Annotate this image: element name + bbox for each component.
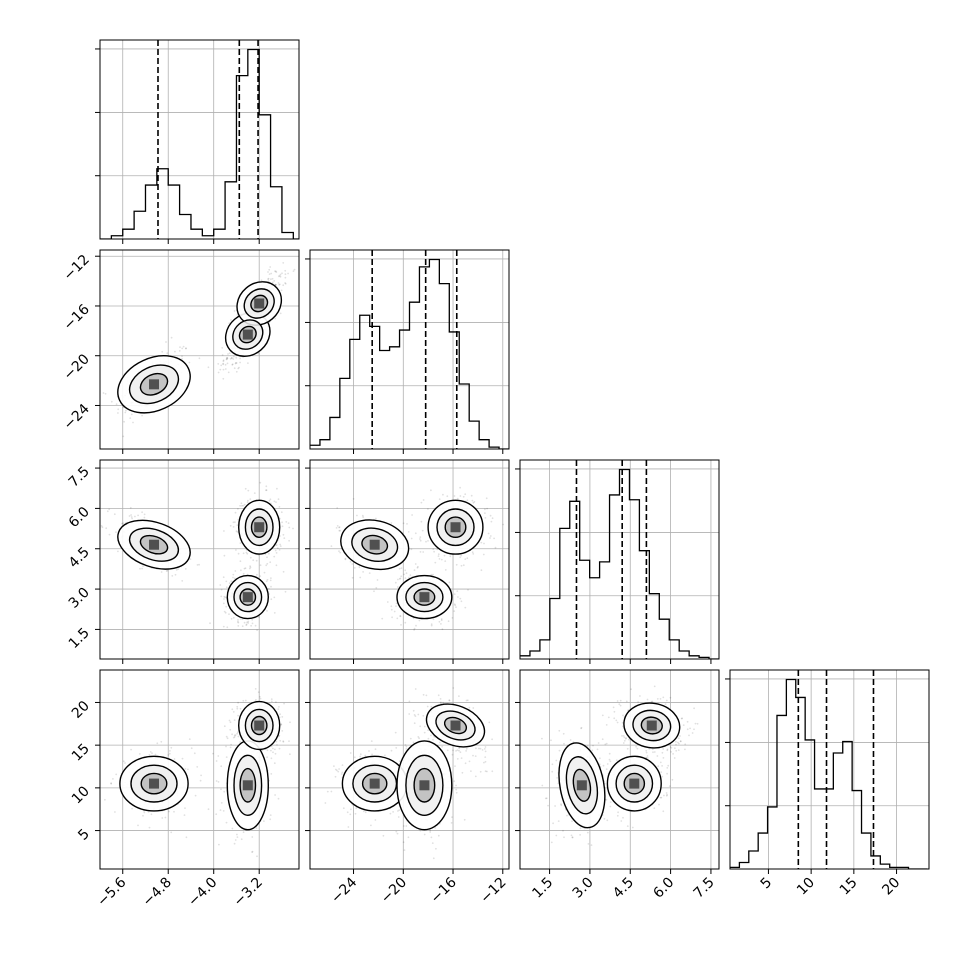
- y-tick-label: 6.0: [66, 504, 93, 531]
- y-tick-label: 4.5: [66, 544, 93, 571]
- density-peak: [576, 780, 587, 791]
- y-tick-label: 1.5: [66, 625, 93, 652]
- histogram-step-2: [520, 468, 719, 659]
- density-peak: [242, 592, 253, 603]
- density-peak: [254, 522, 265, 533]
- y-tick-label: 3.0: [66, 585, 93, 612]
- density-contours: [117, 499, 281, 620]
- grid: [100, 460, 299, 659]
- y-tick-label: −16: [61, 301, 93, 333]
- density-contours: [558, 702, 681, 829]
- x-tick-label: 4.5: [610, 875, 637, 902]
- hist-panel-1: [305, 249, 510, 454]
- y-tick-label: 7.5: [66, 464, 93, 491]
- scatter-panel-3-1: −24 −20 −16 −12: [305, 669, 510, 907]
- x-tick-label: −20: [378, 875, 410, 907]
- hist-panel-0: [95, 39, 300, 244]
- x-tick-label: −4.0: [185, 875, 220, 910]
- scatter-panel-3-2: 1.5 3.0 4.5 6.0 7.5: [515, 669, 720, 902]
- x-tick-label: 20: [879, 875, 903, 899]
- x-tick-label: −3.2: [231, 875, 266, 910]
- x-tick-label: −16: [428, 874, 460, 906]
- axes-frame: [309, 669, 510, 870]
- density-peak: [242, 329, 253, 340]
- density-peak: [149, 379, 160, 390]
- y-tick-label: −12: [61, 252, 93, 284]
- density-peak: [629, 778, 640, 789]
- x-tick-label: −4.8: [140, 875, 175, 910]
- y-tick-label: 20: [69, 698, 93, 722]
- density-peak: [254, 298, 265, 309]
- density-peak: [419, 592, 430, 603]
- axes-frame: [309, 249, 510, 450]
- axes-frame: [519, 669, 720, 870]
- grid: [730, 670, 929, 869]
- density-peak: [419, 780, 430, 791]
- density-peak: [149, 539, 160, 550]
- y-tick-label: 10: [69, 783, 93, 807]
- axes-frame: [99, 39, 300, 240]
- axes-frame: [309, 459, 510, 660]
- grid: [310, 250, 509, 449]
- density-peak: [254, 720, 265, 731]
- density-peak: [369, 778, 380, 789]
- axes-frame: [99, 459, 300, 660]
- density-peak: [242, 780, 253, 791]
- x-tick-label: 1.5: [529, 875, 556, 902]
- x-tick-label: 3.0: [570, 875, 597, 902]
- x-tick-label: −5.6: [94, 874, 129, 909]
- density-contours: [341, 703, 486, 831]
- hist-panel-3: 5 10 15 20: [725, 669, 930, 899]
- x-tick-label: 5: [758, 875, 776, 893]
- axes-frame: [519, 459, 720, 660]
- scatter-panel-2-0: 1.5 3.0 4.5 6.0 7.5: [66, 459, 300, 664]
- density-peak: [450, 720, 461, 731]
- grid: [100, 40, 299, 239]
- axes-frame: [729, 669, 930, 870]
- y-tick-label: 15: [69, 741, 93, 765]
- scatter-panel-1-0: −24 −20 −16 −12: [61, 249, 300, 454]
- y-tick-label: −24: [61, 401, 93, 433]
- x-tick-label: 7.5: [691, 875, 718, 902]
- density-peak: [149, 778, 160, 789]
- grid: [100, 250, 299, 449]
- density-contours: [340, 499, 484, 620]
- x-tick-label: 6.0: [650, 875, 677, 902]
- sample-points: [102, 262, 296, 438]
- x-tick-label: 10: [794, 875, 818, 899]
- density-contours: [117, 281, 283, 414]
- density-peak: [646, 720, 657, 731]
- scatter-panel-2-1: [305, 459, 510, 664]
- grid: [310, 460, 509, 659]
- histogram-step-0: [100, 48, 299, 239]
- axes-frame: [99, 249, 300, 450]
- y-tick-label: 5: [75, 826, 93, 844]
- axes-frame: [99, 669, 300, 870]
- histogram-step-3: [730, 678, 928, 869]
- x-tick-label: −12: [477, 875, 509, 907]
- density-peak: [450, 522, 461, 533]
- histogram-step-1: [310, 258, 509, 449]
- y-tick-label: −20: [61, 351, 93, 383]
- density-peak: [369, 539, 380, 550]
- hist-panel-2: [515, 459, 720, 664]
- x-tick-label: 15: [837, 875, 861, 899]
- x-tick-label: −24: [328, 874, 360, 906]
- density-contours: [119, 700, 281, 831]
- scatter-panel-3-0: −5.6 −4.8 −4.0 −3.2 5 10 15 20: [69, 669, 300, 910]
